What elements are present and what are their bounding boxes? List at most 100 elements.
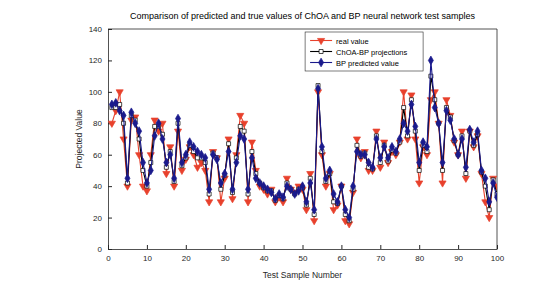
y-tick: 60 bbox=[93, 151, 112, 160]
marker bbox=[116, 90, 123, 96]
marker bbox=[471, 138, 476, 147]
x-tick: 40 bbox=[260, 245, 269, 263]
marker bbox=[370, 163, 375, 172]
marker bbox=[156, 119, 161, 128]
chart: 0102030405060708090100020406080100120140… bbox=[0, 0, 550, 300]
marker bbox=[331, 190, 336, 199]
marker bbox=[244, 200, 251, 206]
series-line bbox=[112, 92, 497, 224]
marker bbox=[148, 166, 153, 175]
y-tick-mark bbox=[108, 60, 112, 61]
marker bbox=[409, 100, 414, 109]
marker bbox=[143, 189, 150, 195]
marker bbox=[183, 150, 188, 159]
frame-right bbox=[497, 29, 498, 249]
marker bbox=[304, 197, 309, 206]
marker bbox=[249, 153, 254, 162]
marker bbox=[401, 119, 406, 128]
marker bbox=[144, 179, 149, 188]
marker bbox=[413, 122, 418, 131]
marker bbox=[421, 138, 426, 147]
marker bbox=[242, 129, 246, 133]
marker bbox=[467, 125, 472, 134]
x-tick-label: 40 bbox=[260, 254, 269, 263]
marker bbox=[412, 137, 419, 143]
marker bbox=[178, 168, 185, 174]
marker bbox=[269, 188, 274, 197]
marker bbox=[339, 182, 344, 191]
marker bbox=[108, 121, 115, 127]
y-tick: 140 bbox=[89, 25, 112, 34]
y-tick-label: 60 bbox=[93, 151, 102, 160]
marker bbox=[393, 147, 398, 156]
marker bbox=[194, 165, 201, 171]
y-tick-mark bbox=[108, 218, 112, 219]
marker bbox=[483, 174, 488, 183]
x-tick-mark bbox=[303, 245, 304, 249]
marker bbox=[206, 200, 213, 206]
marker bbox=[343, 205, 348, 214]
series-line bbox=[112, 60, 497, 217]
x-tick: 20 bbox=[182, 245, 191, 263]
marker bbox=[491, 179, 496, 188]
y-tick: 80 bbox=[93, 119, 112, 128]
marker bbox=[362, 150, 367, 159]
y-axis: 020406080100120140 bbox=[89, 25, 112, 254]
x-tick-mark bbox=[147, 245, 148, 249]
marker bbox=[335, 197, 340, 206]
marker bbox=[382, 142, 387, 151]
series-line bbox=[112, 76, 497, 221]
marker bbox=[218, 179, 223, 188]
y-tick-label: 120 bbox=[89, 56, 103, 65]
marker bbox=[486, 216, 493, 222]
marker bbox=[168, 150, 173, 159]
y-tick-label: 40 bbox=[93, 182, 102, 191]
marker bbox=[214, 155, 219, 164]
marker bbox=[487, 208, 491, 212]
marker bbox=[296, 186, 301, 195]
x-tick-label: 30 bbox=[221, 254, 230, 263]
marker bbox=[187, 138, 192, 147]
marker bbox=[117, 106, 122, 115]
y-axis-line bbox=[108, 30, 109, 250]
marker bbox=[125, 174, 130, 183]
y-tick: 120 bbox=[89, 56, 112, 65]
marker bbox=[137, 127, 142, 136]
marker bbox=[140, 158, 145, 167]
x-tick-label: 10 bbox=[143, 254, 152, 263]
y-tick-label: 0 bbox=[98, 245, 103, 254]
x-tick-mark bbox=[341, 245, 342, 249]
x-tick-label: 100 bbox=[491, 254, 505, 263]
x-tick-mark bbox=[419, 245, 420, 249]
marker bbox=[253, 174, 258, 183]
marker bbox=[330, 208, 337, 214]
marker bbox=[416, 181, 423, 187]
marker bbox=[432, 103, 437, 112]
marker bbox=[237, 113, 244, 119]
x-tick-mark bbox=[264, 245, 265, 249]
title: Comparison of predicted and true values … bbox=[130, 11, 476, 21]
marker bbox=[312, 205, 317, 214]
marker bbox=[246, 185, 251, 194]
marker bbox=[444, 106, 449, 115]
marker bbox=[179, 158, 184, 167]
series-markers bbox=[108, 90, 497, 228]
marker bbox=[441, 168, 445, 172]
x-tick: 10 bbox=[143, 245, 152, 263]
y-tick-mark bbox=[108, 92, 112, 93]
x-axis-line bbox=[109, 249, 498, 250]
marker bbox=[386, 153, 391, 162]
marker bbox=[120, 137, 127, 143]
marker bbox=[436, 119, 441, 128]
marker bbox=[311, 219, 318, 225]
x-tick: 70 bbox=[376, 245, 385, 263]
marker bbox=[171, 184, 178, 190]
marker bbox=[452, 135, 457, 144]
y-tick: 40 bbox=[93, 182, 112, 191]
marker bbox=[475, 127, 480, 136]
marker bbox=[417, 158, 422, 167]
marker bbox=[109, 100, 114, 109]
marker bbox=[227, 142, 231, 146]
marker bbox=[152, 131, 157, 140]
marker bbox=[217, 200, 224, 206]
